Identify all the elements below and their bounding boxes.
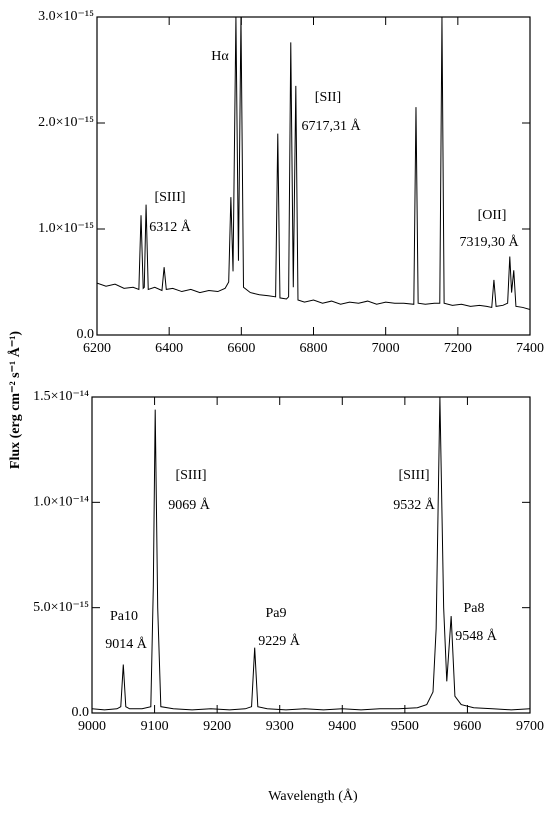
annotation: 9069 Å [168, 497, 211, 513]
annotation: [SIII] [175, 468, 206, 483]
annotation: Pa8 [464, 601, 485, 616]
y-tick-label: 1.0×10⁻¹⁴ [33, 495, 89, 510]
y-tick-label: 1.5×10⁻¹⁴ [33, 389, 89, 404]
annotation: 9014 Å [105, 636, 148, 652]
spectrum-line [97, 17, 530, 311]
x-tick-label: 7200 [444, 341, 472, 356]
annotation: [SIII] [154, 190, 185, 205]
spectrum-line [92, 397, 530, 711]
x-tick-label: 9200 [203, 719, 231, 734]
x-tick-label: 7400 [516, 341, 544, 356]
annotation: 9548 Å [455, 628, 498, 644]
y-tick-label: 1.0×10⁻¹⁵ [38, 221, 94, 236]
annotation: 6312 Å [149, 219, 192, 235]
y-tick-label: 0.0 [77, 327, 95, 342]
x-tick-label: 9700 [516, 719, 544, 734]
annotation: [SIII] [398, 468, 429, 483]
x-tick-label: 9600 [453, 719, 481, 734]
x-tick-label: 7000 [372, 341, 400, 356]
y-tick-label: 0.0 [72, 705, 90, 720]
x-tick-label: 9500 [391, 719, 419, 734]
x-tick-label: 6600 [227, 341, 255, 356]
x-tick-label: 6800 [300, 341, 328, 356]
x-tick-label: 9400 [328, 719, 356, 734]
y-tick-label: 3.0×10⁻¹⁵ [38, 9, 94, 24]
annotation: [OII] [478, 208, 507, 223]
annotation: 9229 Å [258, 633, 301, 649]
annotation: Pa10 [110, 609, 138, 624]
x-axis-label: Wavelength (Å) [268, 788, 358, 804]
annotation: [SII] [315, 90, 341, 105]
annotation: 9532 Å [393, 497, 436, 513]
annotation: Pa9 [266, 606, 287, 621]
annotation: Hα [211, 49, 229, 64]
annotation: 6717,31 Å [301, 118, 361, 134]
y-tick-label: 5.0×10⁻¹⁵ [33, 600, 89, 615]
x-tick-label: 9300 [266, 719, 294, 734]
x-tick-label: 6400 [155, 341, 183, 356]
y-tick-label: 2.0×10⁻¹⁵ [38, 115, 94, 130]
x-tick-label: 9100 [141, 719, 169, 734]
y-axis-label: Flux (erg cm⁻² s⁻¹ Å⁻¹) [7, 331, 23, 470]
x-tick-label: 9000 [78, 719, 106, 734]
x-tick-label: 6200 [83, 341, 111, 356]
annotation: 7319,30 Å [459, 234, 519, 250]
plot-frame [91, 396, 531, 714]
